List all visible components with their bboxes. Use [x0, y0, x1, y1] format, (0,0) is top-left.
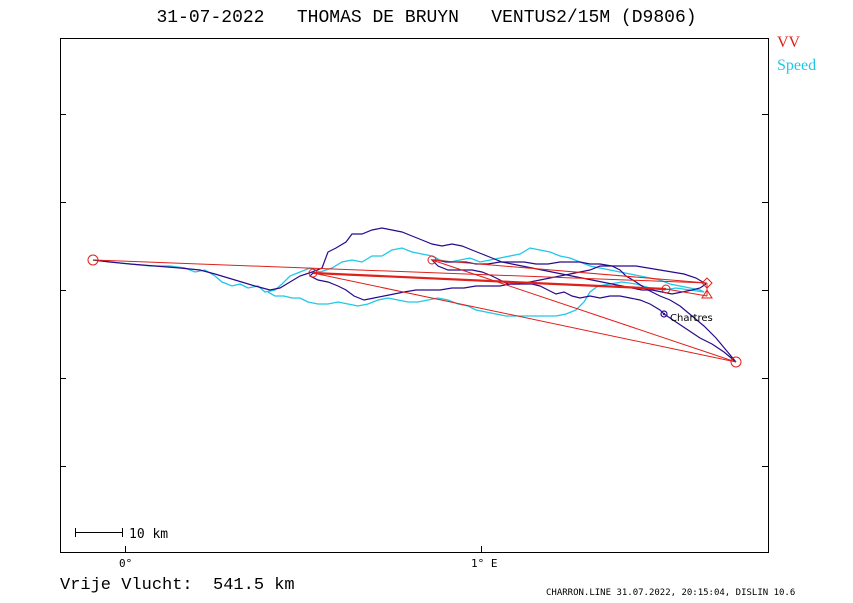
- triangle-marker: [701, 289, 713, 299]
- legend-vv: VV: [777, 34, 801, 51]
- flight-track: [92, 227, 707, 295]
- turnpoint-marker: [427, 255, 437, 265]
- legend-speed: Speed: [777, 57, 817, 74]
- place-label: Chartres: [670, 313, 713, 324]
- speed-track-return: [267, 281, 705, 317]
- map-frame: [60, 38, 769, 553]
- x-ticks: [125, 546, 482, 552]
- turnpoint-marker: [661, 284, 671, 294]
- turnpoint-markers: [87, 254, 742, 368]
- page-title: 31-07-2022 THOMAS DE BRUYN VENTUS2/15M (…: [156, 8, 697, 28]
- turnpoint-marker: [730, 356, 742, 368]
- diamond-marker: [701, 277, 713, 289]
- start-marker: [87, 254, 99, 266]
- scale-bar: [75, 528, 123, 537]
- x-axis-label-1: 1° E: [471, 557, 498, 570]
- speed-track: [92, 247, 705, 293]
- x-axis-label-0: 0°: [119, 557, 132, 570]
- y-ticks: [60, 114, 768, 467]
- flight-track-south: [308, 265, 737, 363]
- software-info: CHARRON.LINE 31.07.2022, 20:15:04, DISLI…: [546, 588, 796, 598]
- distance-label: Vrije Vlucht: 541.5 km: [60, 576, 295, 595]
- place-chartres: Chartres: [660, 310, 713, 324]
- turnpoint-marker: [308, 268, 318, 278]
- scale-label: 10 km: [129, 527, 168, 542]
